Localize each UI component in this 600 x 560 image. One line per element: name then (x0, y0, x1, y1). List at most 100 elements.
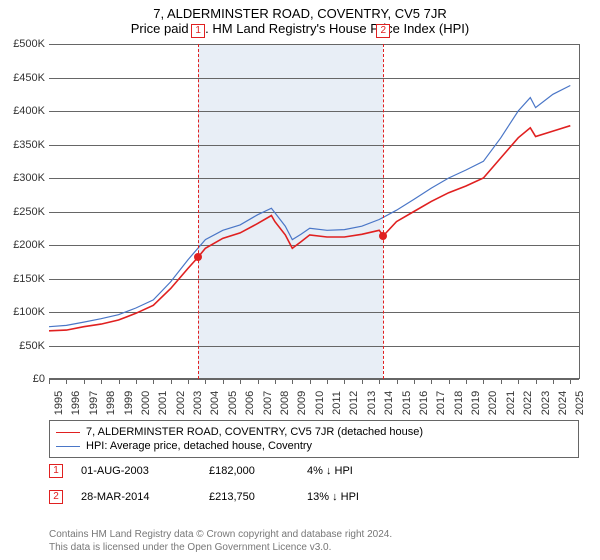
y-tick-label: £100K (3, 306, 45, 318)
x-axis (49, 378, 579, 379)
x-tick (414, 379, 415, 384)
x-tick-label: 2000 (140, 391, 152, 415)
x-tick-label: 2010 (314, 391, 326, 415)
x-tick-label: 2001 (157, 391, 169, 415)
legend-swatch (56, 446, 80, 447)
sale-price: £182,000 (209, 465, 289, 477)
x-tick (119, 379, 120, 384)
y-tick-label: £450K (3, 72, 45, 84)
attribution-line: Contains HM Land Registry data © Crown c… (49, 529, 579, 542)
sale-row: 2 28-MAR-2014 £213,750 13% ↓ HPI (49, 490, 579, 504)
x-tick-label: 2015 (401, 391, 413, 415)
sale-marker-box: 1 (49, 464, 63, 478)
x-tick (483, 379, 484, 384)
x-tick (536, 379, 537, 384)
x-tick-label: 1998 (105, 391, 117, 415)
x-tick-label: 1995 (53, 391, 65, 415)
x-tick-label: 2012 (348, 391, 360, 415)
x-tick (397, 379, 398, 384)
x-tick (171, 379, 172, 384)
x-tick (310, 379, 311, 384)
x-tick (136, 379, 137, 384)
sale-marker-line (198, 44, 199, 379)
x-tick-label: 2009 (296, 391, 308, 415)
x-tick-label: 1997 (88, 391, 100, 415)
x-tick-label: 2011 (331, 391, 343, 415)
sale-marker-line (383, 44, 384, 379)
x-tick (553, 379, 554, 384)
x-tick-label: 2014 (383, 391, 395, 415)
y-tick-label: £50K (3, 340, 45, 352)
y-tick-label: £250K (3, 206, 45, 218)
x-tick-label: 2017 (435, 391, 447, 415)
x-tick-label: 2008 (279, 391, 291, 415)
x-tick (570, 379, 571, 384)
sale-marker-flag: 2 (376, 24, 390, 38)
x-tick-label: 2023 (540, 391, 552, 415)
x-tick-label: 2007 (262, 391, 274, 415)
sale-row: 1 01-AUG-2003 £182,000 4% ↓ HPI (49, 464, 579, 478)
x-tick (292, 379, 293, 384)
x-tick (205, 379, 206, 384)
x-tick-label: 2016 (418, 391, 430, 415)
y-tick-label: £350K (3, 139, 45, 151)
y-tick-label: £400K (3, 105, 45, 117)
sale-date: 01-AUG-2003 (81, 465, 191, 477)
x-tick (101, 379, 102, 384)
x-tick-label: 2013 (366, 391, 378, 415)
legend-item: HPI: Average price, detached house, Cove… (56, 439, 572, 453)
x-tick (449, 379, 450, 384)
x-tick-label: 2018 (453, 391, 465, 415)
x-tick (275, 379, 276, 384)
x-tick-label: 2024 (557, 391, 569, 415)
x-tick (188, 379, 189, 384)
sale-marker-flag: 1 (191, 24, 205, 38)
x-tick-label: 2020 (487, 391, 499, 415)
x-tick (223, 379, 224, 384)
x-tick-label: 2002 (175, 391, 187, 415)
x-tick (66, 379, 67, 384)
sale-diff: 13% ↓ HPI (307, 491, 417, 503)
y-tick-label: £300K (3, 172, 45, 184)
x-tick-label: 2021 (505, 391, 517, 415)
x-tick-label: 2019 (470, 391, 482, 415)
chart-title-1: 7, ALDERMINSTER ROAD, COVENTRY, CV5 7JR (0, 0, 600, 21)
sale-date: 28-MAR-2014 (81, 491, 191, 503)
x-tick (327, 379, 328, 384)
legend-text: HPI: Average price, detached house, Cove… (86, 440, 312, 452)
legend-text: 7, ALDERMINSTER ROAD, COVENTRY, CV5 7JR … (86, 426, 423, 438)
x-tick (362, 379, 363, 384)
chart-container: 7, ALDERMINSTER ROAD, COVENTRY, CV5 7JR … (0, 0, 600, 560)
attribution-line: This data is licensed under the Open Gov… (49, 542, 579, 555)
x-tick (49, 379, 50, 384)
x-tick (379, 379, 380, 384)
x-tick-label: 2005 (227, 391, 239, 415)
sale-diff: 4% ↓ HPI (307, 465, 417, 477)
x-tick-label: 2006 (244, 391, 256, 415)
x-tick (518, 379, 519, 384)
x-tick-label: 2003 (192, 391, 204, 415)
attribution: Contains HM Land Registry data © Crown c… (49, 529, 579, 554)
series-line (49, 86, 570, 327)
x-tick-label: 2004 (209, 391, 221, 415)
legend-swatch (56, 432, 80, 433)
y-tick-label: £200K (3, 239, 45, 251)
x-tick (431, 379, 432, 384)
plot-area: £0£50K£100K£150K£200K£250K£300K£350K£400… (49, 44, 580, 379)
x-tick-label: 2025 (574, 391, 586, 415)
x-tick (240, 379, 241, 384)
y-gridline (49, 379, 579, 380)
y-tick-label: £500K (3, 38, 45, 50)
y-tick-label: £0 (3, 373, 45, 385)
y-tick-label: £150K (3, 273, 45, 285)
sale-marker-dot (194, 253, 202, 261)
x-tick-label: 1996 (70, 391, 82, 415)
x-tick (466, 379, 467, 384)
x-tick-label: 1999 (123, 391, 135, 415)
line-plot-svg (49, 44, 579, 379)
legend-item: 7, ALDERMINSTER ROAD, COVENTRY, CV5 7JR … (56, 425, 572, 439)
x-tick-label: 2022 (522, 391, 534, 415)
x-tick (84, 379, 85, 384)
sale-marker-dot (379, 232, 387, 240)
legend-box: 7, ALDERMINSTER ROAD, COVENTRY, CV5 7JR … (49, 420, 579, 458)
